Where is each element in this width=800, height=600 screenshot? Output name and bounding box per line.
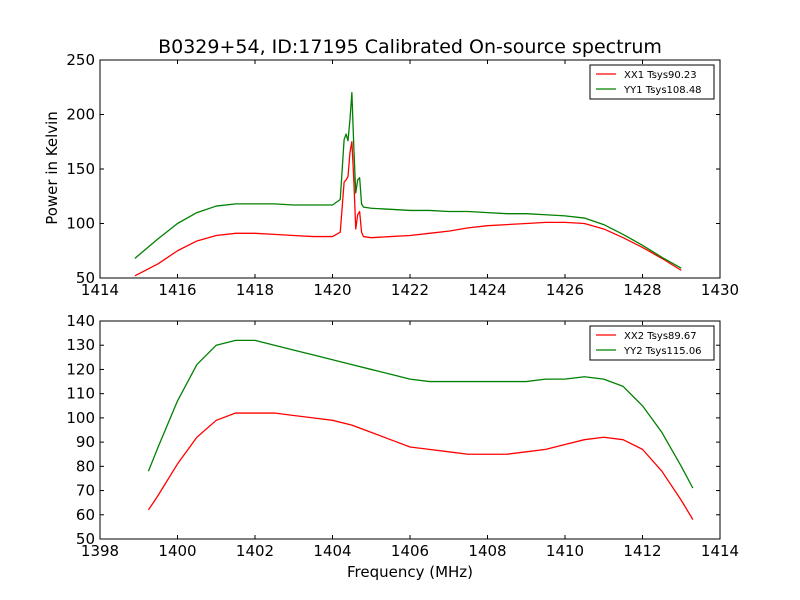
legend-label: XX1 Tsys90.23 xyxy=(624,70,697,81)
y-tick-label: 110 xyxy=(66,385,95,403)
y-tick-label: 100 xyxy=(66,409,95,427)
x-tick-label: 1430 xyxy=(701,281,739,299)
y-tick-label: 130 xyxy=(66,336,95,354)
series-line-yy2 xyxy=(147,339,694,489)
y-tick-label: 50 xyxy=(76,530,95,548)
y-tick-label: 60 xyxy=(76,506,95,524)
y-tick-label: 250 xyxy=(66,51,95,69)
figure-title: B0329+54, ID:17195 Calibrated On-source … xyxy=(158,36,662,58)
x-tick-label: 1398 xyxy=(81,542,119,560)
x-axis-title: Frequency (MHz) xyxy=(347,563,473,581)
series-line-xx1 xyxy=(134,141,682,277)
x-tick-label: 1428 xyxy=(623,281,661,299)
legend-box xyxy=(589,325,715,361)
x-tick-label: 1424 xyxy=(468,281,506,299)
x-tick-label: 1418 xyxy=(236,281,274,299)
legend-label: XX2 Tsys89.67 xyxy=(624,331,697,342)
legend-box xyxy=(589,64,715,100)
x-tick-label: 1414 xyxy=(701,542,739,560)
x-tick-label: 1416 xyxy=(158,281,196,299)
x-tick-label: 1402 xyxy=(236,542,274,560)
x-tick-label: 1422 xyxy=(391,281,429,299)
y-tick-label: 100 xyxy=(66,215,95,233)
y-tick-label: 120 xyxy=(66,360,95,378)
x-tick-label: 1412 xyxy=(623,542,661,560)
y-tick-label: 200 xyxy=(66,106,95,124)
y-tick-label: 150 xyxy=(66,160,95,178)
x-tick-label: 1408 xyxy=(468,542,506,560)
y-tick-label: 90 xyxy=(76,433,95,451)
x-tick-label: 1426 xyxy=(546,281,584,299)
y-tick-label: 70 xyxy=(76,482,95,500)
legend-label: YY2 Tsys115.06 xyxy=(623,346,702,357)
y-tick-label: 80 xyxy=(76,457,95,475)
series-line-xx2 xyxy=(147,412,694,520)
x-tick-label: 1406 xyxy=(391,542,429,560)
x-tick-label: 1400 xyxy=(158,542,196,560)
x-tick-label: 1404 xyxy=(313,542,351,560)
bottom-panel: 1398 1400 1402 1404 1406 1408 1410 1412 1414 50 60… xyxy=(66,312,739,560)
y-axis-title: Power in Kelvin xyxy=(43,111,61,225)
legend: XX2 Tsys89.67 YY2 Tsys115.06 xyxy=(589,325,715,361)
y-tick-label: 50 xyxy=(76,269,95,287)
series-line-yy1 xyxy=(134,92,682,269)
x-tick-label: 1414 xyxy=(81,281,119,299)
x-tick-label: 1420 xyxy=(313,281,351,299)
legend: XX1 Tsys90.23 YY1 Tsys108.48 xyxy=(589,64,715,100)
top-panel: 1414 1416 1418 1420 1422 1424 1426 1428 1430 50 10… xyxy=(66,51,739,299)
legend-label: YY1 Tsys108.48 xyxy=(623,85,702,96)
y-tick-label: 140 xyxy=(66,312,95,330)
x-tick-label: 1410 xyxy=(546,542,584,560)
